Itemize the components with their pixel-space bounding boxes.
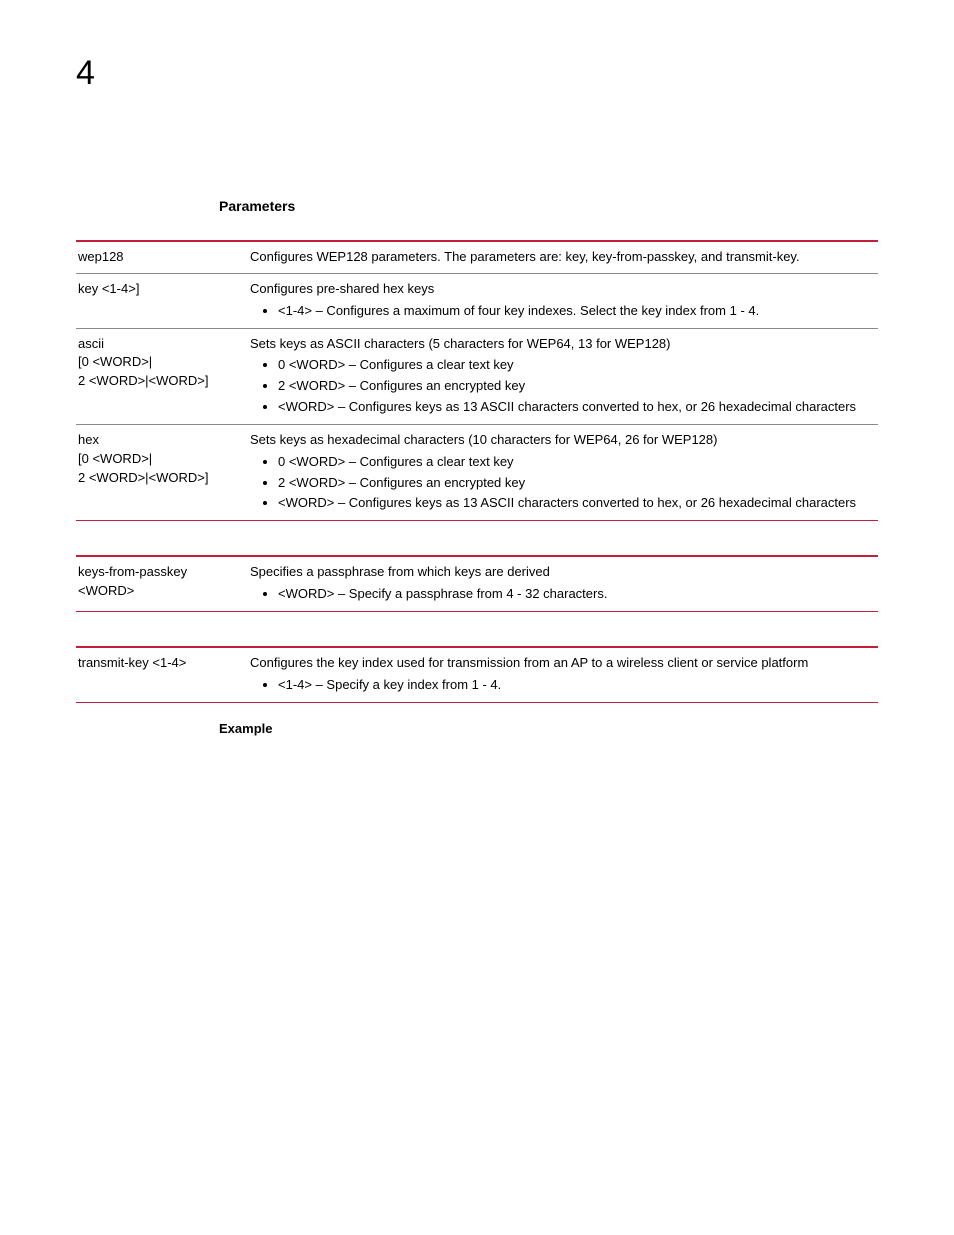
desc-cell: Sets keys as hexadecimal characters (10 … bbox=[248, 425, 878, 521]
bullet-list: <1-4> – Configures a maximum of four key… bbox=[250, 301, 874, 322]
list-item: <1-4> – Specify a key index from 1 - 4. bbox=[278, 675, 874, 696]
param-cell: wep128 bbox=[76, 242, 248, 273]
desc-text: Configures the key index used for transm… bbox=[250, 655, 808, 670]
desc-cell: Specifies a passphrase from which keys a… bbox=[248, 557, 878, 611]
table-row: transmit-key <1-4> Configures the key in… bbox=[76, 648, 878, 702]
headings-block: Parameters bbox=[219, 198, 878, 214]
bullet-list: 0 <WORD> – Configures a clear text key 2… bbox=[250, 355, 874, 418]
param-cell: hex [0 <WORD>| 2 <WORD>|<WORD>] bbox=[76, 425, 248, 521]
list-item: 0 <WORD> – Configures a clear text key bbox=[278, 355, 874, 376]
desc-text: Sets keys as ASCII characters (5 charact… bbox=[250, 336, 671, 351]
desc-text: Sets keys as hexadecimal characters (10 … bbox=[250, 432, 717, 447]
desc-text: Configures WEP128 parameters. The parame… bbox=[250, 249, 800, 264]
bullet-list: <WORD> – Specify a passphrase from 4 - 3… bbox=[250, 584, 874, 605]
param-cell: key <1-4>] bbox=[76, 274, 248, 328]
parameters-table: wep128 Configures WEP128 parameters. The… bbox=[76, 240, 878, 703]
desc-cell: Sets keys as ASCII characters (5 charact… bbox=[248, 329, 878, 425]
list-item: <WORD> – Configures keys as 13 ASCII cha… bbox=[278, 397, 874, 418]
list-item: <WORD> – Configures keys as 13 ASCII cha… bbox=[278, 493, 874, 514]
example-heading: Example bbox=[219, 721, 878, 736]
table-row: key <1-4>] Configures pre-shared hex key… bbox=[76, 274, 878, 328]
list-item: 0 <WORD> – Configures a clear text key bbox=[278, 452, 874, 473]
list-item: <1-4> – Configures a maximum of four key… bbox=[278, 301, 874, 322]
param-cell: keys-from-passkey <WORD> bbox=[76, 557, 248, 611]
desc-cell: Configures the key index used for transm… bbox=[248, 648, 878, 702]
table-row: wep128 Configures WEP128 parameters. The… bbox=[76, 242, 878, 273]
table-row: ascii [0 <WORD>| 2 <WORD>|<WORD>] Sets k… bbox=[76, 329, 878, 425]
parameters-heading: Parameters bbox=[219, 198, 878, 214]
list-item: <WORD> – Specify a passphrase from 4 - 3… bbox=[278, 584, 874, 605]
table-row: hex [0 <WORD>| 2 <WORD>|<WORD>] Sets key… bbox=[76, 425, 878, 521]
desc-text: Specifies a passphrase from which keys a… bbox=[250, 564, 550, 579]
table-row: keys-from-passkey <WORD> Specifies a pas… bbox=[76, 557, 878, 611]
param-cell: ascii [0 <WORD>| 2 <WORD>|<WORD>] bbox=[76, 329, 248, 425]
desc-text: Configures pre-shared hex keys bbox=[250, 281, 434, 296]
list-item: 2 <WORD> – Configures an encrypted key bbox=[278, 376, 874, 397]
desc-cell: Configures WEP128 parameters. The parame… bbox=[248, 242, 878, 273]
list-item: 2 <WORD> – Configures an encrypted key bbox=[278, 473, 874, 494]
bullet-list: 0 <WORD> – Configures a clear text key 2… bbox=[250, 452, 874, 515]
desc-cell: Configures pre-shared hex keys <1-4> – C… bbox=[248, 274, 878, 328]
bullet-list: <1-4> – Specify a key index from 1 - 4. bbox=[250, 675, 874, 696]
chapter-number: 4 bbox=[76, 56, 878, 90]
param-cell: transmit-key <1-4> bbox=[76, 648, 248, 702]
page: 4 Parameters wep128 Configures WEP128 pa… bbox=[0, 0, 954, 1235]
